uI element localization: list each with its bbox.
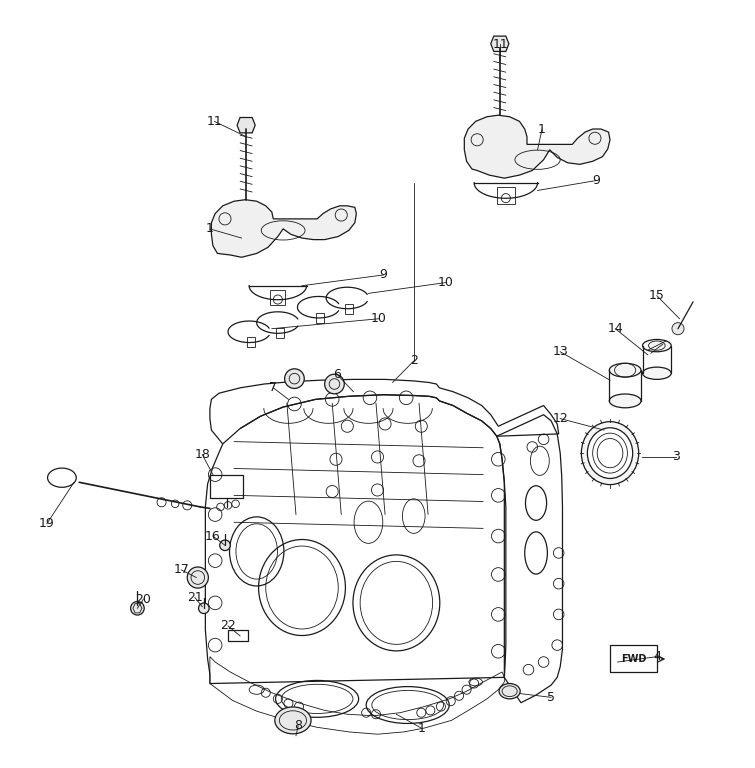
Text: 12: 12 (553, 412, 568, 425)
Circle shape (672, 323, 684, 335)
Circle shape (171, 500, 179, 508)
Ellipse shape (587, 428, 633, 478)
Ellipse shape (609, 363, 641, 377)
Bar (270, 290, 285, 305)
Text: 21: 21 (187, 591, 202, 604)
Text: 11: 11 (207, 115, 222, 127)
Circle shape (220, 540, 230, 551)
Ellipse shape (609, 394, 641, 408)
Text: 4: 4 (653, 650, 661, 663)
Text: FWD: FWD (621, 654, 646, 664)
Text: 18: 18 (194, 449, 211, 461)
Polygon shape (464, 115, 610, 178)
Circle shape (187, 567, 208, 588)
Text: 10: 10 (371, 313, 387, 325)
Text: 6: 6 (334, 369, 341, 381)
Text: 7: 7 (270, 382, 277, 394)
Ellipse shape (275, 707, 311, 733)
Ellipse shape (643, 339, 671, 352)
Text: 19: 19 (39, 518, 54, 530)
Text: 1: 1 (538, 123, 546, 135)
Circle shape (131, 601, 144, 615)
Text: 2: 2 (410, 355, 418, 367)
Bar (247, 337, 255, 347)
Text: 8: 8 (294, 720, 302, 732)
Ellipse shape (581, 422, 639, 485)
Text: 10: 10 (437, 276, 454, 289)
Bar (316, 313, 325, 323)
Text: 11: 11 (493, 38, 508, 51)
Text: 1: 1 (206, 223, 214, 235)
Text: 1: 1 (418, 722, 425, 734)
Text: 13: 13 (553, 346, 568, 358)
Polygon shape (491, 36, 509, 51)
Ellipse shape (643, 367, 671, 379)
Polygon shape (237, 118, 255, 133)
Circle shape (157, 498, 166, 507)
Circle shape (285, 369, 304, 389)
Text: 22: 22 (220, 620, 236, 632)
Text: 17: 17 (173, 564, 190, 576)
Circle shape (325, 374, 344, 394)
Circle shape (199, 603, 209, 614)
Ellipse shape (499, 684, 520, 699)
Text: 3: 3 (672, 451, 680, 463)
Text: 15: 15 (649, 290, 665, 302)
Text: 14: 14 (608, 323, 623, 335)
Polygon shape (133, 604, 142, 613)
Bar (276, 328, 284, 338)
Polygon shape (211, 200, 356, 257)
Text: 9: 9 (380, 269, 387, 281)
Circle shape (183, 501, 192, 510)
Text: 20: 20 (135, 593, 152, 605)
Bar (497, 187, 515, 204)
Text: 9: 9 (593, 174, 600, 187)
Text: 16: 16 (205, 530, 220, 542)
Text: 5: 5 (547, 691, 555, 703)
Bar (345, 303, 353, 313)
